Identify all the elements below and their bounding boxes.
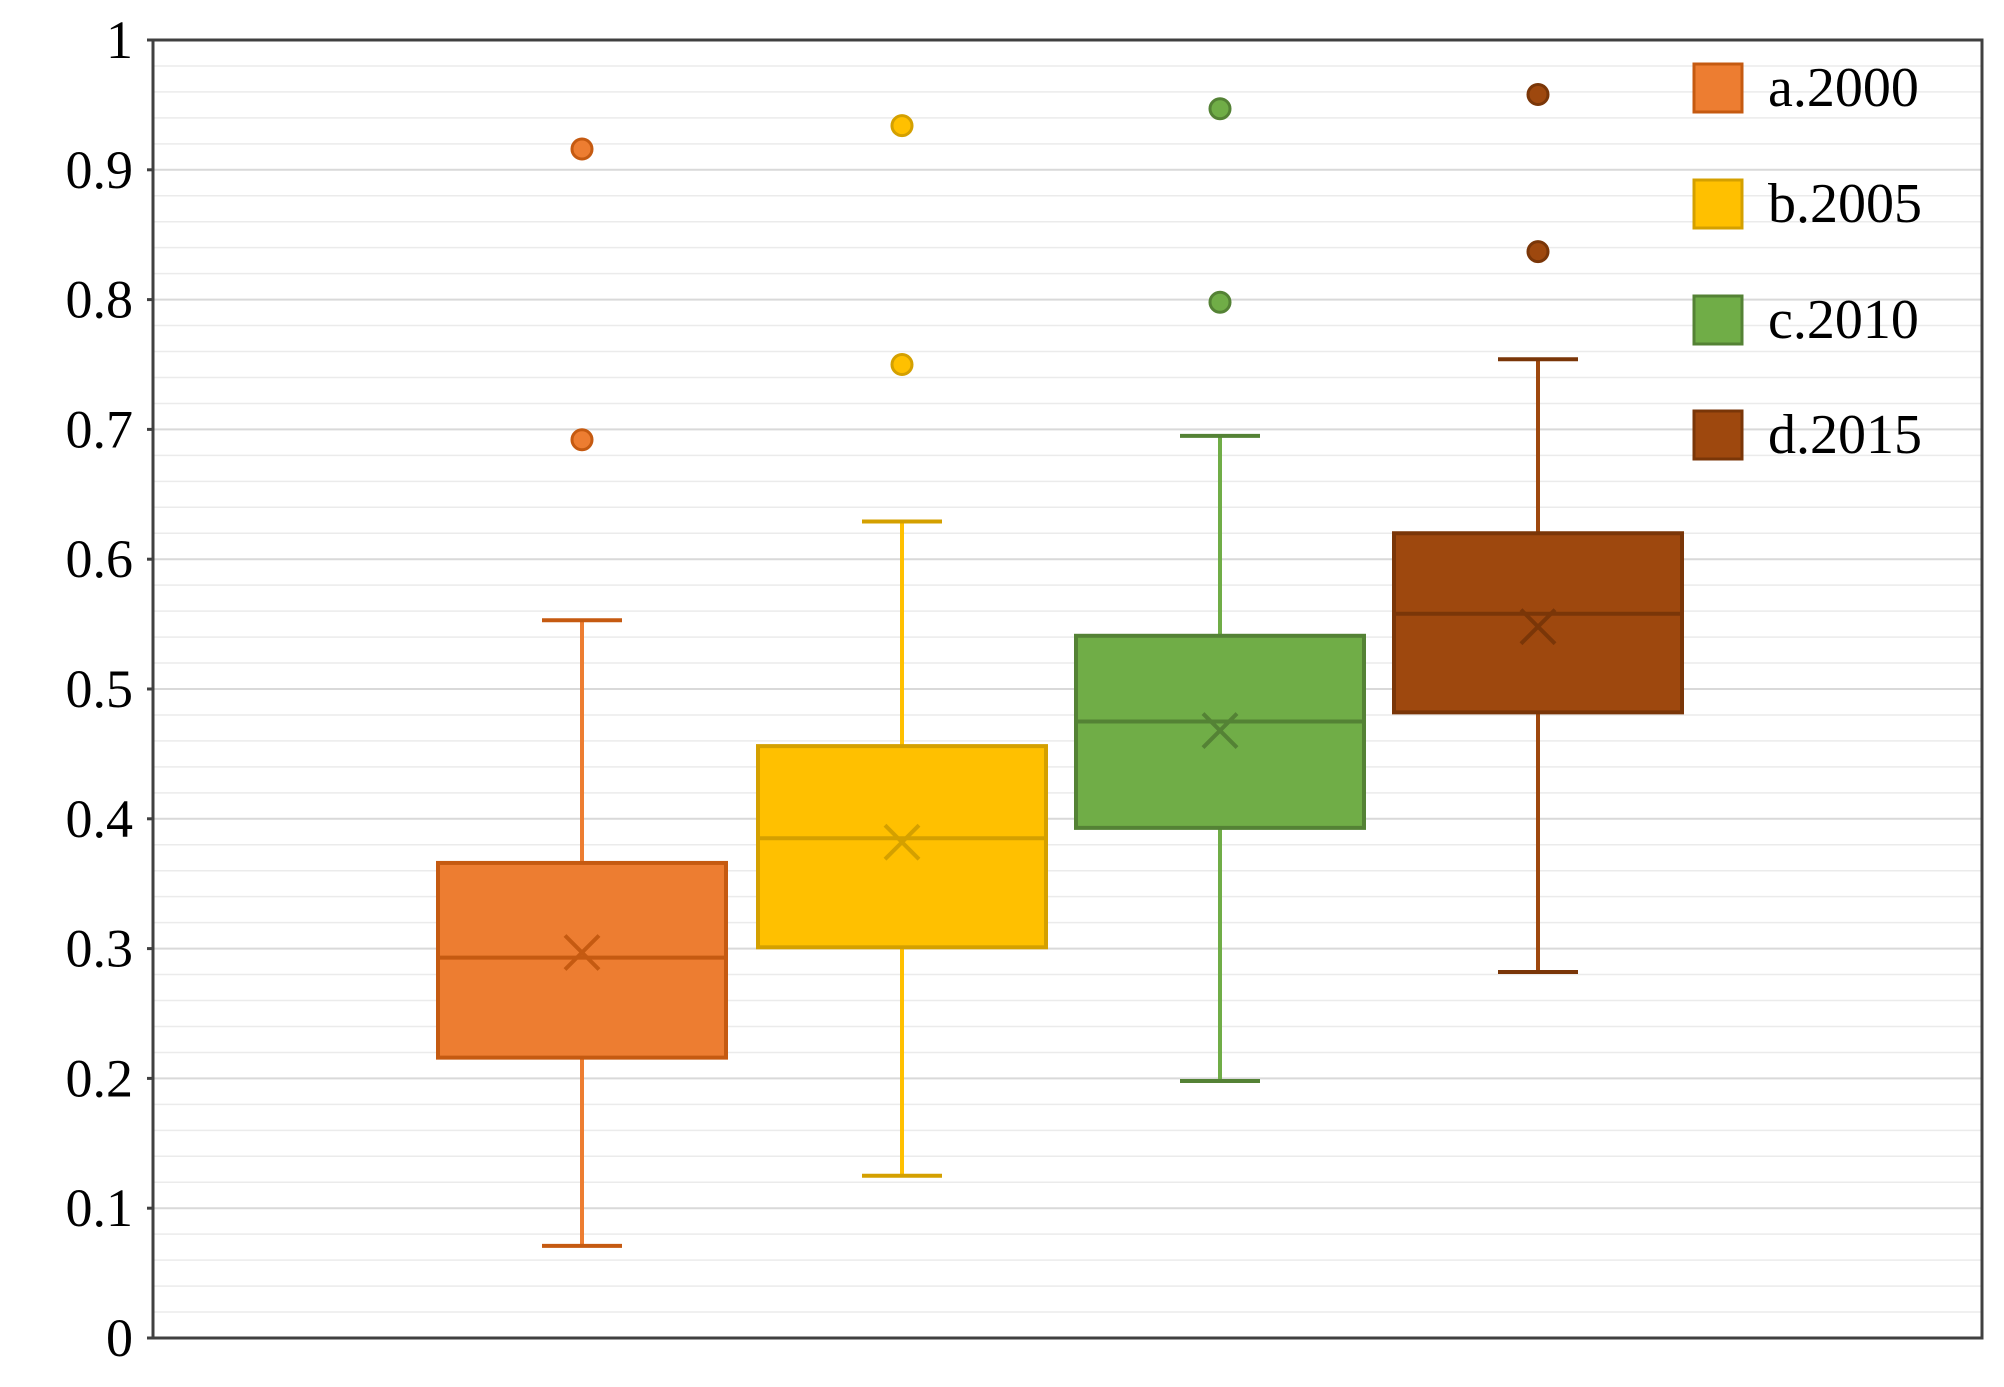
box-series-a.2000: [436, 137, 728, 1248]
outlier-point: [1526, 240, 1550, 264]
legend-swatch: [1692, 62, 1744, 114]
y-tick-label: 0.7: [66, 399, 134, 459]
y-tick-label: 0: [106, 1308, 133, 1368]
mean-marker: [1201, 712, 1239, 749]
box-series-b.2005: [756, 114, 1048, 1178]
legend-swatch: [1692, 178, 1744, 230]
outlier-point: [1526, 83, 1550, 107]
grid-layer: [153, 40, 1982, 1338]
legend-swatch: [1692, 294, 1744, 346]
legend-item-a.2000: a.2000: [1692, 57, 1919, 119]
box-layer: [436, 83, 1684, 1248]
outlier-point: [890, 114, 914, 138]
legend-label: a.2000: [1768, 57, 1919, 119]
legend-item-c.2010: c.2010: [1692, 289, 1919, 351]
legend: a.2000 b.2005 c.2010 d.2015: [1692, 57, 1922, 466]
legend-item-b.2005: b.2005: [1692, 173, 1922, 235]
legend-label: c.2010: [1768, 289, 1919, 351]
y-tick-label: 0.1: [66, 1178, 134, 1238]
y-tick-label: 0.9: [66, 140, 134, 200]
y-tick-label: 0.8: [66, 270, 134, 330]
outlier-point: [1208, 290, 1232, 314]
legend-item-d.2015: d.2015: [1692, 404, 1922, 466]
iqr-box: [436, 860, 728, 1060]
mean-marker: [883, 823, 921, 861]
legend-label: d.2015: [1768, 404, 1922, 466]
outlier-point: [570, 428, 594, 452]
legend-label: b.2005: [1768, 173, 1922, 235]
y-tick-label: 0.3: [66, 919, 134, 979]
y-tick-label: 0.4: [66, 789, 134, 849]
axis-layer: 0 0.1 0.2 0.3 0.4 0.5 0.6 0.7 0.8 0.9 1: [66, 10, 1984, 1368]
legend-swatch: [1692, 409, 1744, 461]
y-tick-label: 1: [106, 10, 133, 70]
iqr-box: [756, 744, 1048, 950]
y-tick-label: 0.6: [66, 529, 134, 589]
box-series-c.2010: [1074, 97, 1366, 1083]
y-tick-label: 0.2: [66, 1048, 134, 1108]
iqr-box: [1392, 531, 1684, 715]
outlier-point: [570, 137, 594, 161]
outlier-point: [890, 353, 914, 376]
mean-marker: [563, 934, 601, 971]
mean-marker: [1519, 608, 1557, 646]
box-series-d.2015: [1392, 83, 1684, 974]
outlier-point: [1208, 97, 1232, 121]
y-tick-label: 0.5: [66, 659, 134, 719]
